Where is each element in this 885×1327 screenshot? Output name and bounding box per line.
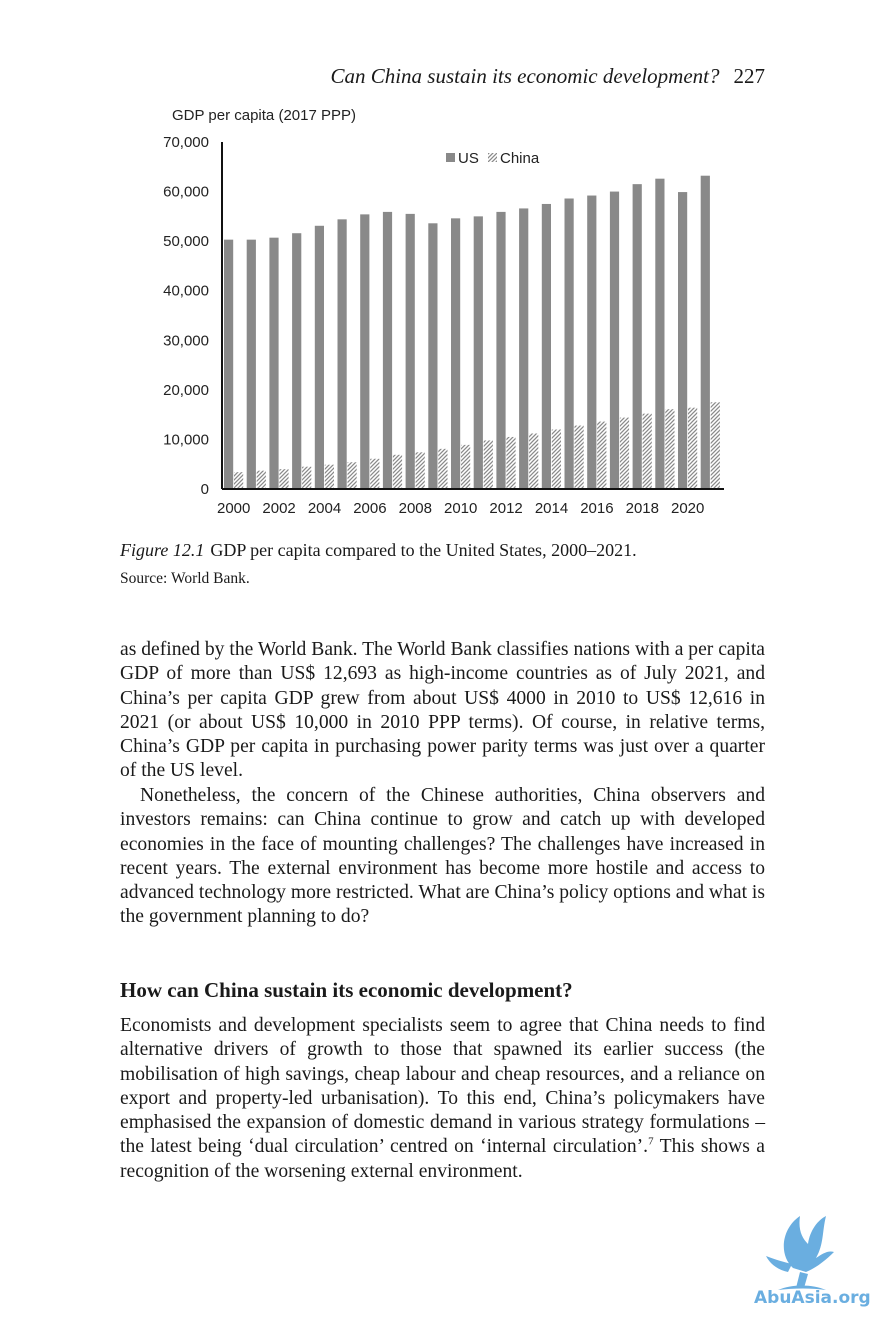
bar-us-2021 [700, 175, 710, 489]
paragraph-3-main: Economists and development specialists s… [120, 1015, 765, 1158]
bar-china-2008 [415, 452, 425, 489]
bar-china-2001 [256, 470, 266, 489]
bar-us-2018 [632, 184, 642, 489]
figure-source: Source: World Bank. [120, 570, 250, 587]
page-number: 227 [733, 64, 766, 88]
y-tick-label: 50,000 [163, 233, 209, 250]
bar-china-2013 [529, 433, 539, 489]
bar-us-2019 [655, 178, 665, 489]
bar-us-2000 [224, 239, 234, 489]
legend-label-us: US [458, 150, 479, 167]
x-tick-label: 2000 [217, 500, 250, 517]
running-head: Can China sustain its economic developme… [120, 64, 765, 92]
figure-caption: Figure 12.1 GDP per capita compared to th… [120, 540, 765, 561]
bar-us-2008 [405, 213, 415, 489]
bar-china-2010 [461, 444, 471, 489]
body-paragraph-1: as defined by the World Bank. The World … [120, 639, 765, 782]
x-tick-label: 2008 [399, 500, 432, 517]
bar-china-2017 [619, 417, 630, 489]
x-tick-label: 2020 [671, 500, 704, 517]
legend-swatch-china [488, 153, 497, 162]
section-heading: How can China sustain its economic devel… [120, 978, 573, 1002]
bar-us-2011 [473, 216, 483, 490]
bar-china-2011 [483, 440, 493, 489]
bar-us-2014 [541, 203, 551, 489]
bar-us-2005 [337, 219, 347, 489]
bar-us-2003 [292, 233, 302, 489]
footnote-marker: 7 [648, 1135, 654, 1148]
bar-us-2020 [678, 192, 688, 489]
bar-china-2012 [506, 436, 516, 489]
running-title: Can China sustain its economic developme… [330, 64, 720, 88]
x-tick-label: 2004 [308, 500, 341, 517]
bar-china-2018 [642, 413, 652, 489]
body-paragraph-2: Nonetheless, the concern of the Chinese … [120, 785, 765, 928]
bar-us-2017 [609, 191, 620, 489]
x-axis-ticks: 2000 2002 2004 2006 2008 2010 2012 2014 2016 2018… [217, 500, 704, 517]
bar-china-2003 [302, 466, 312, 489]
bar-china-2021 [710, 402, 720, 489]
figure-caption-text: GDP per capita compared to the United St… [210, 540, 637, 560]
bar-china-2015 [574, 425, 584, 489]
bar-china-2007 [392, 454, 403, 489]
y-tick-label: 40,000 [163, 283, 209, 300]
legend-label-china: China [500, 150, 540, 167]
bar-us-2013 [519, 208, 529, 489]
bar-us-2009 [428, 223, 438, 490]
gdp-bar-chart: GDP per capita (2017 PPP) 0 10,000 20,000 3… [163, 107, 724, 517]
bars [224, 175, 720, 490]
bar-us-2002 [269, 237, 279, 489]
paragraph-3-end: This shows a recognition of the worsenin… [120, 1136, 765, 1182]
x-tick-label: 2018 [626, 500, 659, 517]
bar-china-2000 [234, 472, 244, 489]
x-tick-label: 2014 [535, 500, 568, 517]
bar-china-2004 [324, 464, 334, 489]
legend: US China [446, 150, 540, 167]
body-paragraph-3: Economists and development specialists s… [120, 1014, 765, 1184]
watermark-logo: AbuAsia.org [754, 1216, 871, 1308]
bar-china-2006 [370, 458, 380, 489]
y-tick-label: 70,000 [163, 134, 209, 151]
watermark-text: AbuAsia.org [754, 1288, 871, 1308]
bar-us-2006 [360, 214, 370, 489]
y-tick-label: 20,000 [163, 382, 209, 399]
bar-china-2009 [438, 448, 448, 489]
y-tick-label: 30,000 [163, 332, 209, 349]
x-tick-label: 2012 [489, 500, 522, 517]
x-tick-label: 2016 [580, 500, 613, 517]
y-tick-label: 10,000 [163, 431, 209, 448]
bar-china-2014 [551, 429, 561, 489]
bar-us-2016 [587, 195, 597, 489]
x-tick-label: 2010 [444, 500, 477, 517]
bar-us-2001 [246, 239, 256, 489]
figure-label: Figure 12.1 [120, 540, 205, 560]
x-tick-label: 2006 [353, 500, 386, 517]
y-axis-ticks: 0 10,000 20,000 30,000 40,000 50,000 60,000 70,… [163, 134, 209, 498]
y-tick-label: 60,000 [163, 184, 209, 201]
bar-us-2012 [496, 211, 506, 489]
bar-china-2019 [665, 409, 675, 489]
bar-china-2002 [279, 469, 289, 489]
bar-china-2020 [688, 407, 698, 489]
bar-us-2015 [564, 198, 574, 489]
bar-us-2007 [382, 211, 393, 489]
y-axis-label: GDP per capita (2017 PPP) [172, 107, 356, 124]
y-tick-label: 0 [201, 481, 209, 498]
bar-china-2016 [597, 421, 607, 489]
bar-us-2004 [314, 225, 324, 489]
bar-us-2010 [451, 218, 461, 489]
bar-china-2005 [347, 462, 357, 489]
legend-swatch-us [446, 153, 455, 162]
x-tick-label: 2002 [262, 500, 295, 517]
